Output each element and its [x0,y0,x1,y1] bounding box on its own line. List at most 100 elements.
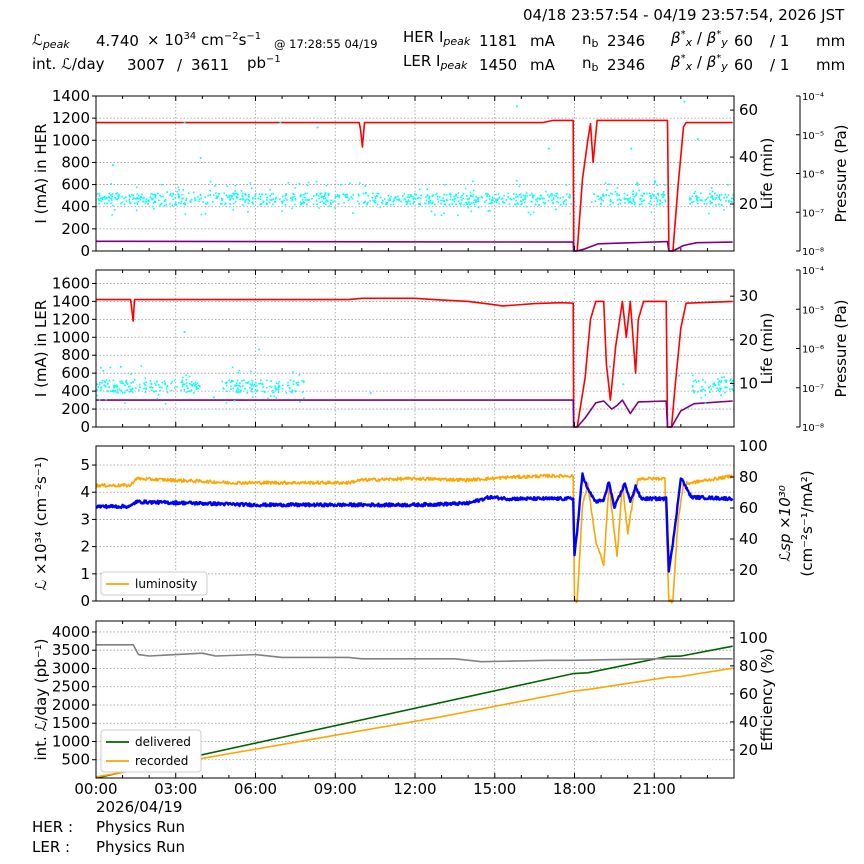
scatter-point [206,201,209,204]
scatter-point [609,365,611,368]
scatter-point [259,382,262,385]
scatter-point [294,199,297,201]
scatter-point [709,193,711,195]
scatter-point [236,195,238,198]
scatter-point [111,193,114,195]
scatter-point [150,382,152,385]
scatter-point [643,193,645,195]
scatter-point [122,391,124,394]
scatter-point [248,200,250,202]
scatter-point [137,194,140,197]
pressure-tick-label: 10⁻⁷ [802,208,824,219]
scatter-point [438,196,441,198]
int-lumi-unit: pb−1 [247,54,281,72]
scatter-point [694,379,697,381]
scatter-point [600,199,603,201]
scatter-point [531,192,533,195]
scatter-point [448,192,451,195]
scatter-point [702,388,704,391]
scatter-point [481,196,484,199]
scatter-point [147,199,150,202]
scatter-point [661,196,664,198]
scatter-point [237,193,239,196]
scatter-point [440,214,443,217]
scatter-point [196,388,198,390]
scatter-point [429,201,432,204]
series-ler-red [96,297,733,428]
ler-nb-text: n [582,54,592,72]
scatter-point [397,195,399,198]
scatter-point [131,193,133,196]
scatter-point [327,194,330,197]
scatter-point [696,138,699,141]
scatter-point [161,386,163,389]
scatter-point [396,198,398,201]
scatter-point [455,195,457,197]
scatter-point [244,388,246,390]
her-beta-unit: mm [816,32,846,50]
scatter-point [473,203,476,206]
scatter-point [125,389,128,392]
scatter-point [720,387,722,390]
scatter-point [653,195,655,197]
scatter-point [692,389,694,392]
scatter-point [727,184,729,186]
scatter-point [318,197,320,200]
scatter-point [118,196,120,198]
scatter-point [594,200,597,202]
scatter-point [143,382,145,385]
scatter-point [270,395,272,397]
scatter-point [112,164,114,166]
scatter-point [235,391,237,393]
her-ipeak-text: HER I [403,28,444,46]
scatter-point [244,199,246,202]
y-tick-label: 0 [80,418,90,436]
scatter-point [187,390,190,393]
scatter-point [298,182,301,185]
scatter-point [697,202,699,205]
scatter-point [120,202,122,205]
scatter-point [616,199,619,201]
her-beta-y-value: / 1 [770,32,790,50]
scatter-point [215,197,217,199]
scatter-point [249,387,251,389]
scatter-point [497,193,500,195]
scatter-point [169,194,171,197]
scatter-point [307,199,310,202]
scatter-point [559,197,561,199]
scatter-point [611,193,614,196]
int-lumi-unit-pb: pb [247,54,267,72]
scatter-point [107,383,109,385]
scatter-point [410,194,412,196]
scatter-point [215,195,218,198]
scatter-point [700,199,703,201]
scatter-point [540,195,543,197]
her-beta-label: β*x / β*y [671,29,728,48]
scatter-point [121,380,123,383]
scatter-point [120,382,122,385]
scatter-point [197,387,200,390]
scatter-point [477,206,480,208]
scatter-point [237,391,240,393]
scatter-point [527,211,530,214]
scatter-point [315,192,318,195]
scatter-point [228,379,231,381]
scatter-point [174,197,177,199]
scatter-point [628,201,631,203]
y-tick-label: 1000 [52,131,90,149]
scatter-point [717,389,720,391]
scatter-point [291,200,293,202]
scatter-point [426,188,428,190]
scatter-point [658,203,661,205]
ler-beta-y-value: / 1 [770,56,790,74]
scatter-point [704,381,707,384]
scatter-point [712,385,714,388]
scatter-point [304,192,306,195]
scatter-point [409,200,411,203]
scatter-point [362,202,365,204]
scatter-point [252,203,255,205]
lumi-unit-s: s [238,31,247,49]
scatter-point [515,179,518,182]
scatter-point [312,203,315,206]
scatter-point [100,366,102,369]
